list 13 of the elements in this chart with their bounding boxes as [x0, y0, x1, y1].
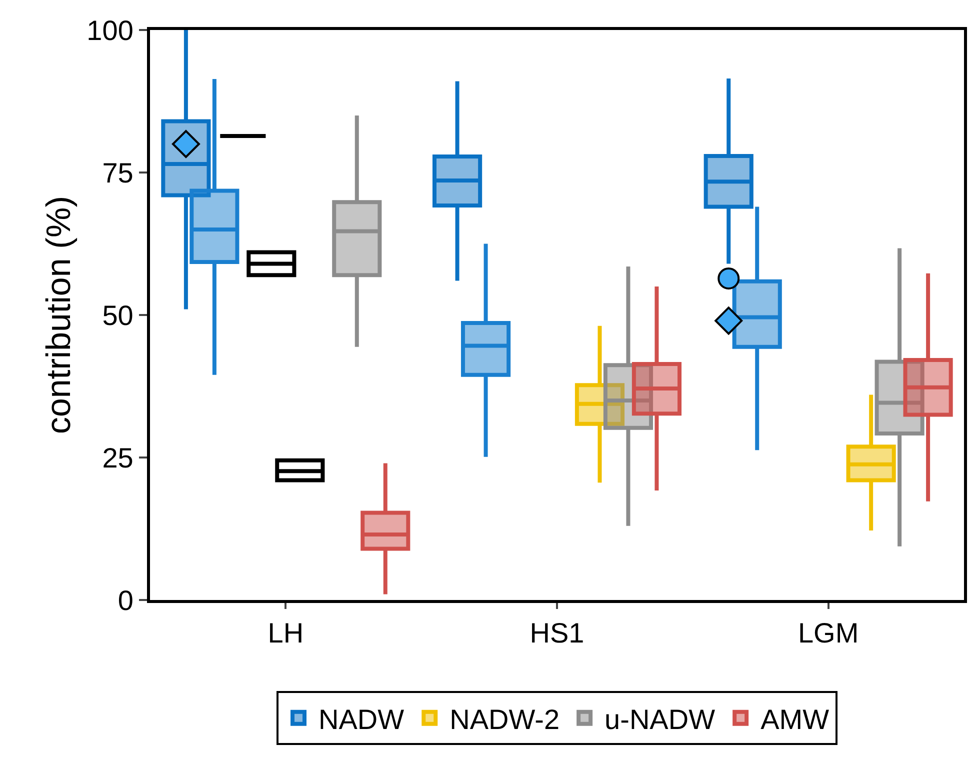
x-tick-label: LGM: [798, 618, 859, 649]
y-tick-label: 25: [102, 442, 134, 474]
y-axis-title: contribution (%): [40, 196, 78, 434]
y-tick-label: 0: [118, 584, 134, 616]
legend-label: NADW: [318, 704, 405, 735]
legend-label: NADW-2: [450, 704, 560, 735]
y-tick-label: 100: [86, 14, 134, 46]
y-tick-label: 75: [102, 157, 134, 188]
y-tick-label: 50: [102, 300, 134, 331]
x-tick-label: LH: [268, 618, 304, 649]
legend-label: AMW: [760, 704, 830, 735]
x-tick-label: HS1: [530, 618, 584, 649]
legend-label: u-NADW: [604, 704, 716, 735]
